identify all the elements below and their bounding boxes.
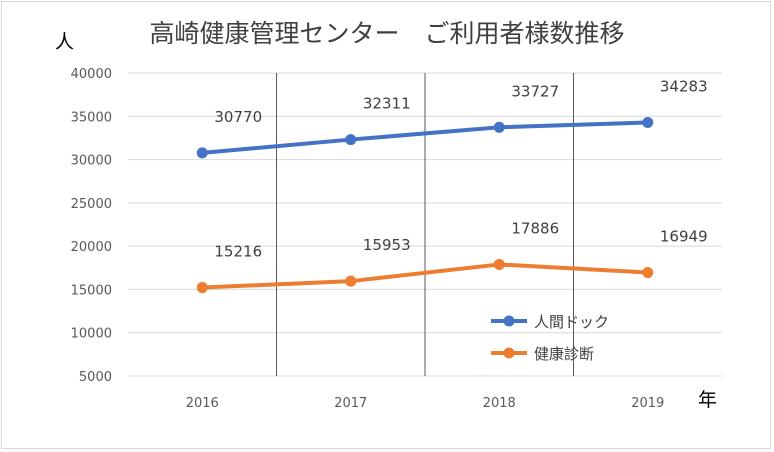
legend-marker — [503, 347, 515, 359]
data-point — [196, 147, 208, 159]
legend-marker — [503, 315, 515, 327]
y-tick-label: 20000 — [71, 240, 112, 255]
y-tick-label: 40000 — [71, 67, 112, 82]
x-axis-unit-label: 年 — [698, 389, 717, 411]
y-axis-unit-label: 人 — [55, 31, 74, 53]
data-label: 15216 — [214, 243, 262, 261]
legend-label: 健康診断 — [534, 345, 594, 363]
y-tick-label: 5000 — [79, 370, 112, 385]
x-tick-label: 2019 — [631, 396, 664, 411]
chart-title: 高崎健康管理センター ご利用者様数推移 — [149, 19, 624, 48]
chart-series: 30770 32311 33727 34283 15216 15953 17886 16949 — [196, 77, 708, 294]
x-tick-label: 2017 — [334, 396, 367, 411]
series-line — [200, 262, 650, 290]
y-tick-label: 25000 — [71, 197, 112, 212]
x-axis-ticks: 2016 2017 2018 2019 — [186, 396, 665, 411]
data-point — [493, 121, 505, 133]
y-tick-label: 15000 — [71, 283, 112, 298]
data-label: 15953 — [363, 236, 411, 254]
data-point — [345, 134, 357, 146]
y-tick-label: 10000 — [71, 327, 112, 342]
data-label: 32311 — [363, 95, 411, 113]
data-point — [642, 267, 654, 279]
y-axis-ticks: 5000 10000 15000 20000 25000 30000 35000 40000 — [71, 67, 112, 385]
data-point — [493, 258, 505, 270]
data-label: 33727 — [511, 82, 559, 100]
data-point — [345, 275, 357, 287]
x-tick-label: 2016 — [186, 396, 219, 411]
data-label: 17886 — [511, 219, 559, 237]
y-tick-label: 35000 — [71, 110, 112, 125]
x-tick-label: 2018 — [483, 396, 516, 411]
data-label: 34283 — [660, 77, 708, 95]
data-label: 16949 — [660, 228, 708, 246]
data-label: 30770 — [214, 108, 262, 126]
legend-label: 人間ドック — [534, 313, 609, 331]
chart-gridlines — [128, 72, 722, 377]
series-line — [200, 120, 650, 155]
y-tick-label: 30000 — [71, 154, 112, 169]
data-point — [196, 282, 208, 294]
data-point — [642, 116, 654, 128]
